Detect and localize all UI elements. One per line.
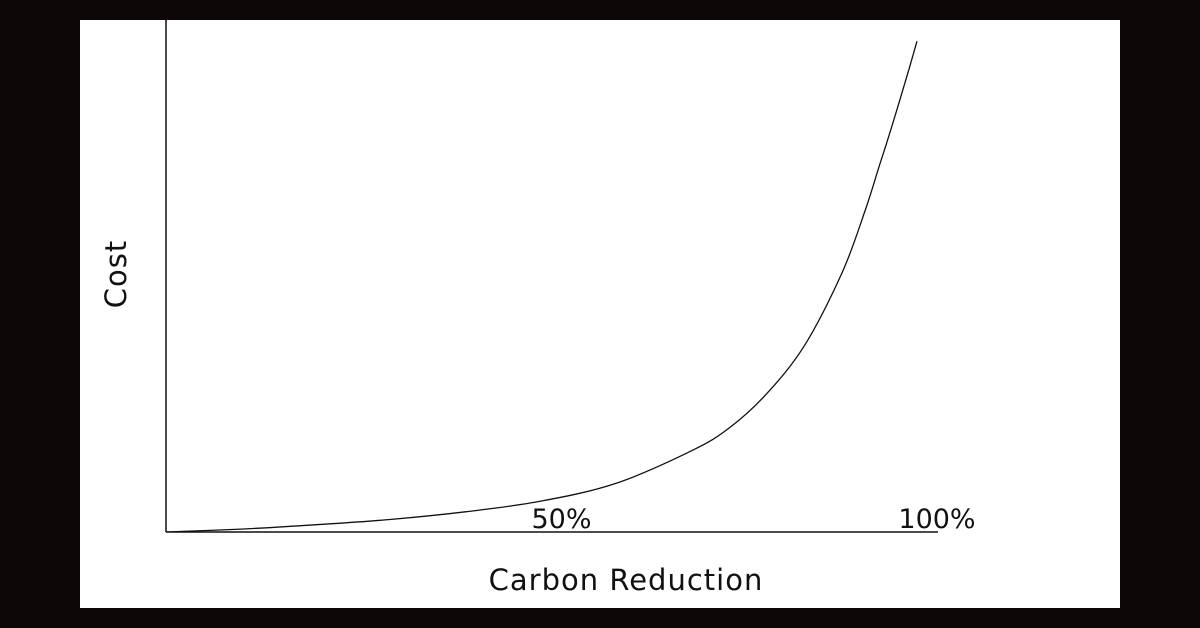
x-tick-labels: 50% 100% (531, 504, 975, 535)
x-tick-label: 100% (898, 504, 975, 535)
series-group (165, 41, 918, 533)
y-axis-label: Cost (99, 240, 133, 308)
chart-panel (80, 20, 1120, 608)
series-line-0 (165, 41, 918, 533)
x-tick-label: 50% (531, 504, 591, 535)
x-axis-label: Carbon Reduction (489, 563, 764, 597)
axes (165, 20, 938, 533)
